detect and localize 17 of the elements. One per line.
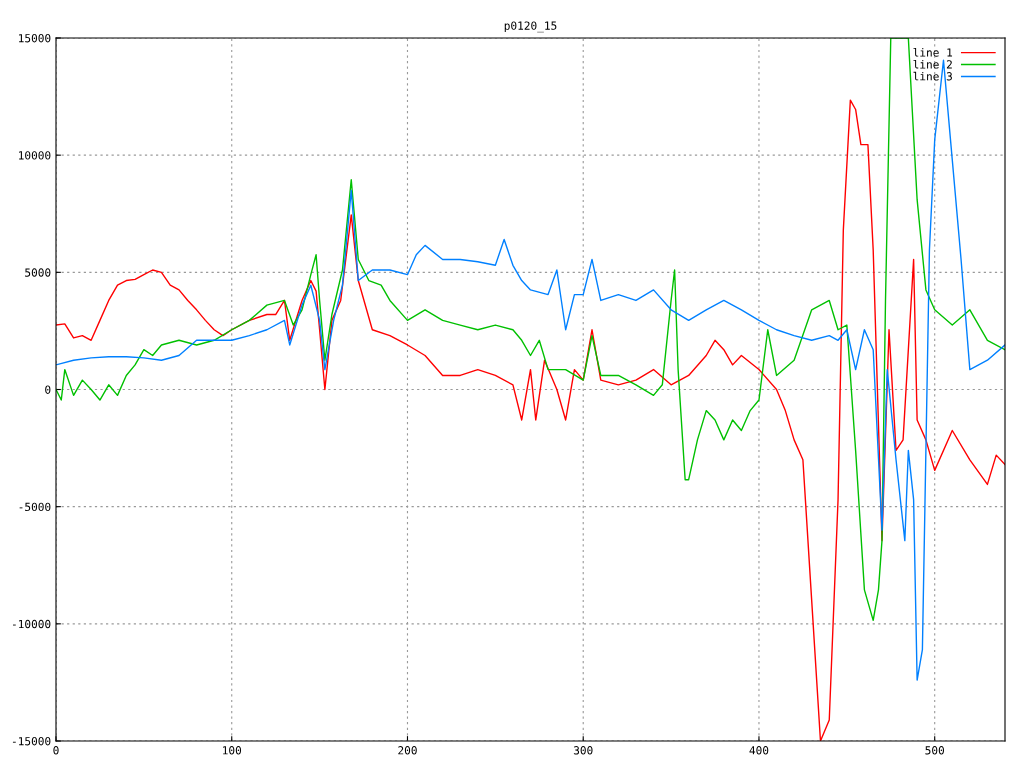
y-tick-label: 10000 bbox=[19, 151, 51, 160]
y-tick-label: -10000 bbox=[12, 619, 51, 629]
y-tick-label: -5000 bbox=[19, 502, 51, 512]
x-tick-label: 300 bbox=[573, 746, 593, 755]
x-tick-label: 500 bbox=[925, 746, 945, 755]
y-tick-label: 5000 bbox=[25, 268, 51, 277]
y-tick-label: 15000 bbox=[19, 34, 51, 43]
x-tick-label: 200 bbox=[398, 746, 417, 755]
x-tick-label: 0 bbox=[53, 746, 59, 755]
chart-title: p0120_15 bbox=[504, 21, 557, 33]
x-tick-label: 100 bbox=[223, 746, 242, 755]
x-tick-label: 400 bbox=[749, 746, 769, 755]
legend-label: line 1 bbox=[913, 48, 953, 57]
legend-label: line 2 bbox=[913, 59, 952, 69]
y-tick-label: 0 bbox=[45, 385, 51, 394]
y-tick-label: -15000 bbox=[12, 737, 51, 746]
legend-label: line 3 bbox=[913, 71, 952, 81]
